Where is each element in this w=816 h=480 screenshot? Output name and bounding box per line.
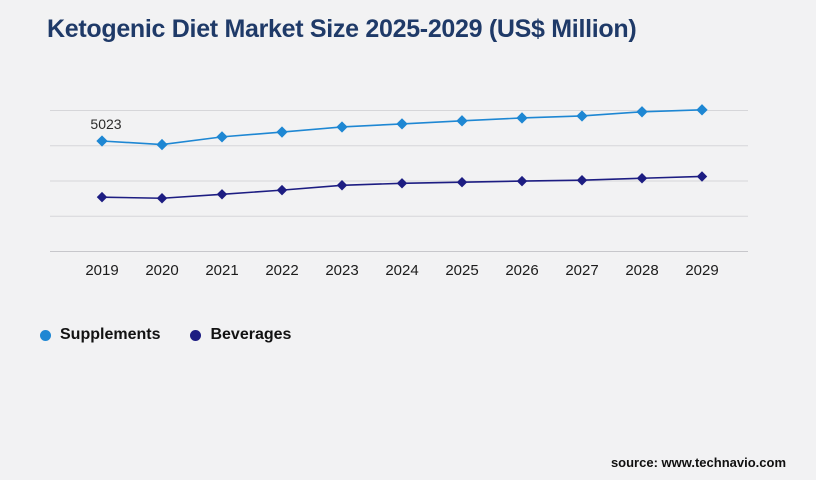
data-point-supplements	[216, 131, 228, 143]
data-point-beverages	[336, 180, 348, 191]
x-axis-label: 2025	[445, 262, 479, 279]
legend-dot-icon	[190, 329, 202, 341]
x-axis-label: 2021	[205, 262, 239, 279]
data-point-supplements	[516, 112, 528, 124]
x-axis-label: 2020	[145, 262, 179, 279]
x-axis-label: 2027	[565, 262, 599, 279]
data-point-supplements	[336, 121, 348, 133]
data-point-supplements	[96, 135, 108, 147]
x-axis: 2019 2020 2021 2022 2023 2024 2025 2026 2027 2028…	[0, 262, 816, 282]
data-point-beverages	[516, 175, 528, 187]
x-axis-label: 2023	[325, 262, 359, 279]
data-point-supplements	[156, 138, 168, 151]
data-label-first-point: 5023	[90, 116, 122, 132]
x-axis-label: 2029	[685, 262, 719, 279]
data-point-supplements	[576, 110, 588, 122]
data-point-beverages	[276, 184, 288, 196]
legend-item-supplements: Supplements	[40, 326, 160, 344]
data-point-beverages	[156, 193, 168, 204]
data-point-supplements	[456, 115, 468, 127]
legend-dot-icon	[40, 329, 51, 341]
legend-label: Beverages	[210, 326, 292, 343]
legend: Supplements Beverages	[40, 326, 291, 344]
legend-item-beverages: Beverages	[190, 326, 291, 344]
data-point-beverages	[396, 178, 408, 189]
data-point-beverages	[696, 171, 708, 182]
data-point-beverages	[456, 176, 468, 188]
x-axis-label: 2028	[625, 262, 659, 279]
x-axis-label: 2022	[265, 262, 299, 279]
x-axis-label: 2019	[85, 262, 119, 279]
data-point-supplements	[396, 118, 408, 130]
data-point-supplements	[696, 104, 708, 116]
data-point-beverages	[96, 191, 108, 203]
data-point-supplements	[276, 126, 288, 138]
data-point-beverages	[576, 174, 588, 186]
chart-title: Ketogenic Diet Market Size 2025-2029 (US…	[47, 15, 637, 43]
data-point-supplements	[636, 106, 648, 118]
legend-label: Supplements	[60, 326, 161, 343]
x-axis-label: 2026	[505, 262, 539, 279]
data-point-beverages	[636, 173, 648, 184]
data-point-beverages	[216, 189, 228, 200]
x-axis-label: 2024	[385, 262, 419, 279]
source-credit: source: www.technavio.com	[610, 455, 786, 470]
